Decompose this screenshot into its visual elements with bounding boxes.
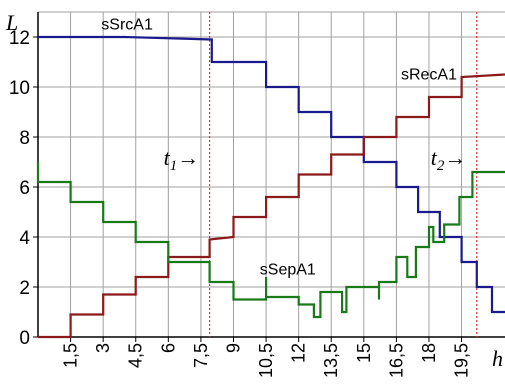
annotation-label-t2: t2→ bbox=[431, 145, 467, 174]
y-tick-label: 12 bbox=[9, 28, 30, 49]
series-line-sSepA1 bbox=[36, 162, 505, 319]
x-tick-label: 7,5 bbox=[191, 343, 211, 368]
y-tick-label: 0 bbox=[19, 328, 30, 349]
x-tick-label: 10,5 bbox=[256, 343, 276, 378]
series-label-sSrcA1: sSrcA1 bbox=[101, 17, 153, 34]
y-tick-label: 4 bbox=[19, 228, 30, 249]
x-tick-label: 9 bbox=[223, 343, 243, 353]
x-tick-label: 6 bbox=[158, 343, 178, 353]
x-tick-label: 18 bbox=[419, 343, 439, 363]
x-tick-label: 16,5 bbox=[386, 343, 406, 378]
x-tick-label: 3 bbox=[93, 343, 113, 353]
series-line-sSrcA1 bbox=[38, 35, 505, 314]
y-tick-label: 2 bbox=[19, 278, 30, 299]
plot-area bbox=[38, 12, 505, 337]
x-tick-label: 13,5 bbox=[321, 343, 341, 378]
x-tick-label: 15 bbox=[354, 343, 374, 363]
series-line-sRecA1 bbox=[38, 73, 505, 339]
y-tick-label: 10 bbox=[9, 78, 30, 99]
series-label-sRecA1: sRecA1 bbox=[401, 67, 457, 84]
x-tick-label: 19,5 bbox=[452, 343, 472, 378]
x-tick-label: 1,5 bbox=[61, 343, 81, 368]
y-tick-label: 6 bbox=[19, 178, 30, 199]
y-tick-label: 8 bbox=[19, 128, 30, 149]
y-axis-label: L bbox=[5, 10, 18, 35]
x-tick-label: 12 bbox=[289, 343, 309, 363]
annotation-label-t1: t1→ bbox=[164, 145, 200, 174]
x-tick-label: 4,5 bbox=[126, 343, 146, 368]
series-label-sSepA1: sSepA1 bbox=[260, 262, 316, 279]
x-axis-label: h bbox=[492, 346, 503, 371]
